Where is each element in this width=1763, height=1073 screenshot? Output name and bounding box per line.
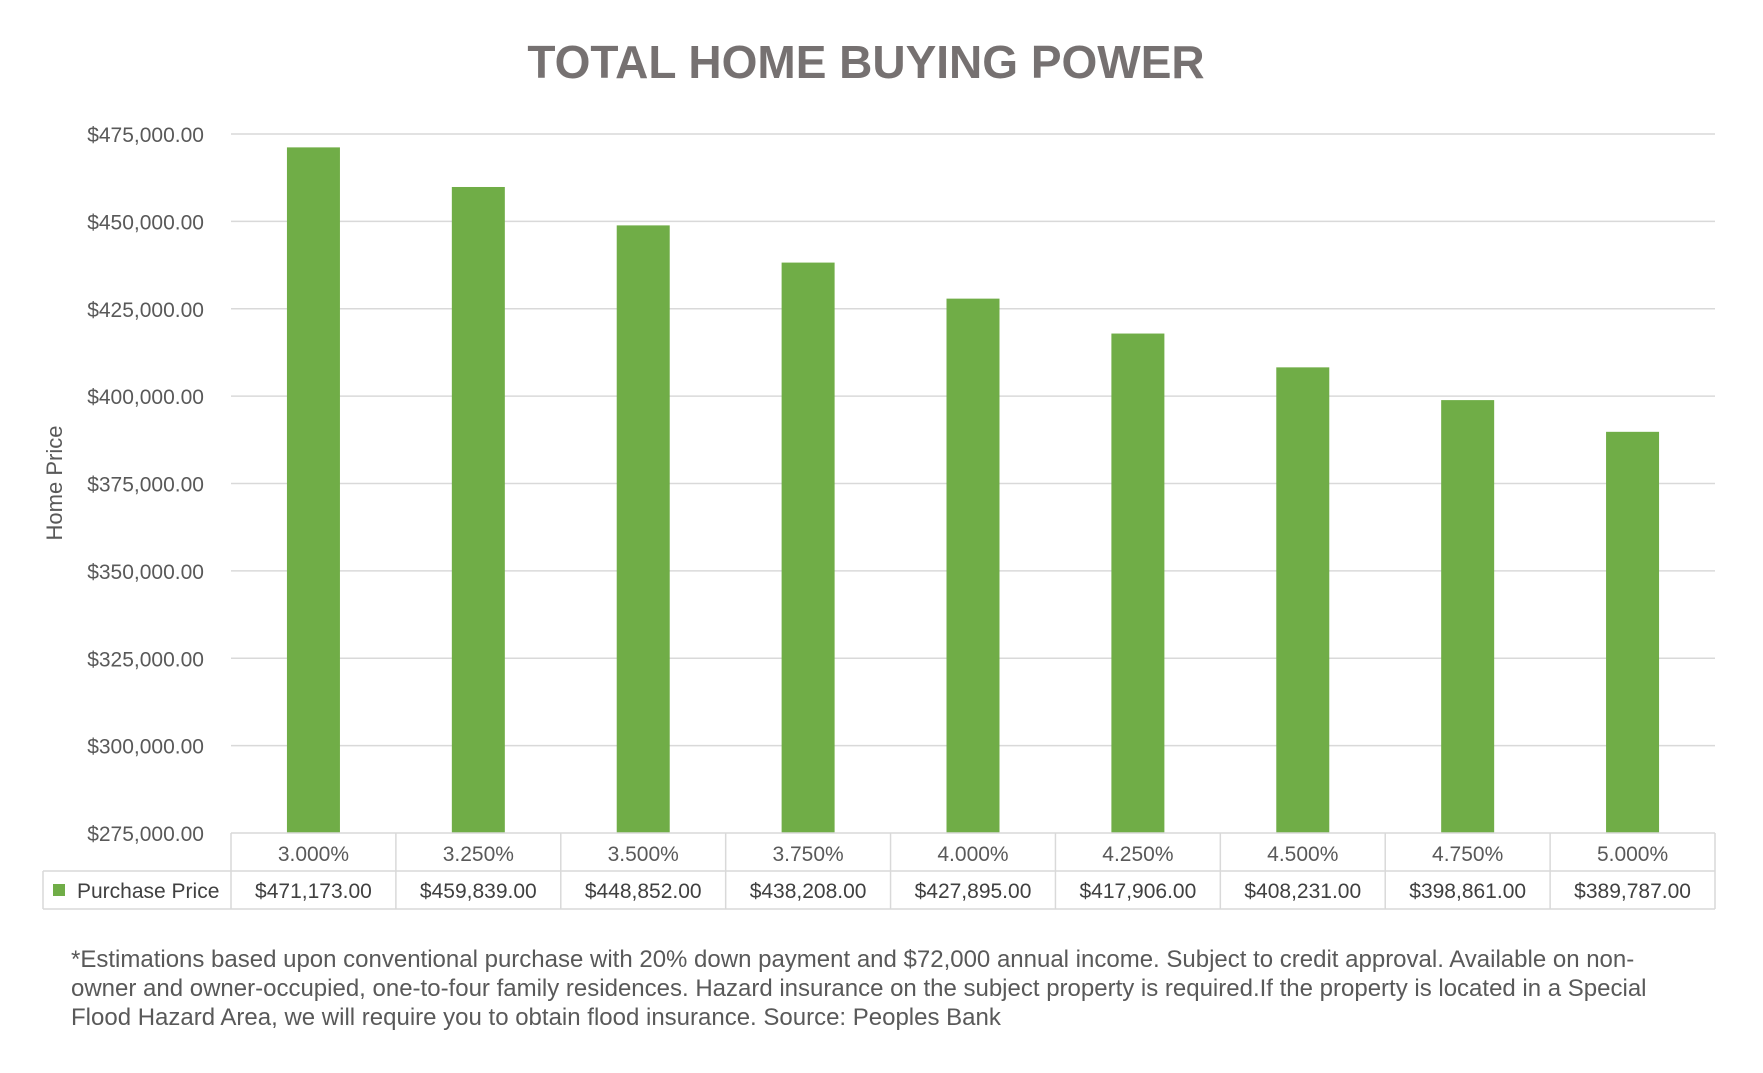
bar <box>1276 367 1330 833</box>
bars <box>286 147 1660 834</box>
category-label: 3.500% <box>608 843 679 866</box>
legend-swatch <box>53 884 65 896</box>
category-label: 4.750% <box>1432 843 1503 866</box>
data-table: 3.000% $471,173.00 3.250% $459,839.00 3.500%… <box>42 832 1716 910</box>
category-label: 3.750% <box>772 843 843 866</box>
data-label: $448,852.00 <box>585 880 702 903</box>
bar <box>781 262 835 834</box>
bar <box>451 186 505 834</box>
category-label: 4.000% <box>937 843 1008 866</box>
bar <box>1606 431 1660 833</box>
category-label: 3.000% <box>278 843 349 866</box>
bar <box>1441 400 1495 833</box>
y-tick-label: $475,000.00 <box>87 124 204 147</box>
y-tick-label: $300,000.00 <box>87 736 204 759</box>
category-label: 4.500% <box>1267 843 1338 866</box>
data-label: $398,861.00 <box>1409 880 1526 903</box>
bar <box>616 225 670 833</box>
data-label: $389,787.00 <box>1574 880 1691 903</box>
legend-label: Purchase Price <box>77 880 219 903</box>
data-label: $427,895.00 <box>915 880 1032 903</box>
category-label: 3.250% <box>443 843 514 866</box>
category-label: 4.250% <box>1102 843 1173 866</box>
y-tick-label: $450,000.00 <box>87 211 204 234</box>
bar <box>946 298 1000 834</box>
y-axis-tick-labels: $275,000.00 $300,000.00 $325,000.00 $350,00… <box>87 124 204 846</box>
y-tick-label: $325,000.00 <box>87 648 204 671</box>
bar <box>286 147 340 833</box>
y-tick-label: $400,000.00 <box>87 386 204 409</box>
data-label: $438,208.00 <box>750 880 867 903</box>
y-axis-label: Home Price <box>42 426 67 541</box>
y-tick-label: $425,000.00 <box>87 299 204 322</box>
data-label: $459,839.00 <box>420 880 537 903</box>
y-tick-label: $350,000.00 <box>87 561 204 584</box>
data-label: $471,173.00 <box>255 880 372 903</box>
chart-title: TOTAL HOME BUYING POWER <box>527 36 1204 88</box>
category-label: 5.000% <box>1597 843 1668 866</box>
footnote: *Estimations based upon conventional pur… <box>71 946 1647 1031</box>
y-tick-label: $275,000.00 <box>87 823 204 846</box>
data-label: $417,906.00 <box>1079 880 1196 903</box>
data-label: $408,231.00 <box>1244 880 1361 903</box>
y-tick-label: $375,000.00 <box>87 474 204 497</box>
bar <box>1111 333 1165 833</box>
